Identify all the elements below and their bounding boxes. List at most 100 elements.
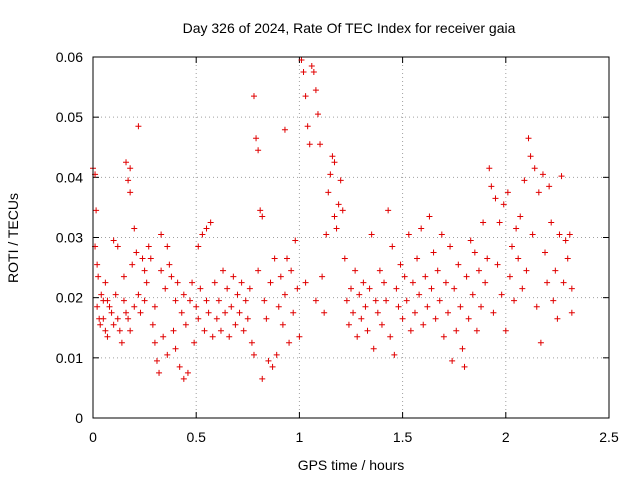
data-point (482, 279, 489, 286)
data-point (362, 303, 369, 310)
data-point (527, 153, 534, 160)
data-point (414, 255, 421, 262)
data-point (550, 297, 557, 304)
y-axis-label: ROTI / TECUs (5, 193, 21, 283)
data-point (548, 219, 555, 226)
data-point (397, 261, 404, 268)
data-point (244, 315, 251, 322)
data-point (310, 69, 317, 76)
data-point (358, 315, 365, 322)
data-point (149, 321, 156, 328)
data-point (238, 279, 245, 286)
data-point (341, 255, 348, 262)
data-point (135, 123, 142, 130)
data-point (153, 357, 160, 364)
data-point (422, 273, 429, 280)
data-point (296, 333, 303, 340)
data-point (438, 231, 445, 238)
data-point (269, 363, 276, 370)
data-point (131, 225, 138, 232)
data-point (133, 249, 140, 256)
data-point (517, 213, 524, 220)
data-point (407, 327, 414, 334)
data-point (187, 297, 194, 304)
data-point (97, 321, 104, 328)
data-point (494, 261, 501, 268)
data-point (141, 297, 148, 304)
data-point (480, 219, 487, 226)
data-point (193, 303, 200, 310)
data-point (203, 225, 210, 232)
data-point (94, 261, 101, 268)
data-point (294, 285, 301, 292)
data-point (504, 189, 511, 196)
data-point (255, 147, 262, 154)
data-point (170, 327, 177, 334)
data-point (488, 183, 495, 190)
data-point (475, 267, 482, 274)
data-point (496, 219, 503, 226)
data-point (469, 291, 476, 298)
data-point (135, 291, 142, 298)
data-point (335, 201, 342, 208)
data-point (203, 297, 210, 304)
data-point (490, 309, 497, 316)
data-point (143, 279, 150, 286)
data-point (172, 345, 179, 352)
data-point (110, 237, 117, 244)
y-tick-label: 0.04 (56, 169, 83, 185)
data-point (539, 171, 546, 178)
data-point (94, 303, 101, 310)
data-point (564, 255, 571, 262)
data-point (566, 231, 573, 238)
data-point (405, 231, 412, 238)
data-point (391, 351, 398, 358)
data-point (409, 279, 416, 286)
data-point (451, 285, 458, 292)
data-point (178, 309, 185, 316)
data-point (281, 291, 288, 298)
data-point (525, 135, 532, 142)
data-point (352, 267, 359, 274)
data-point (430, 249, 437, 256)
y-tick-label: 0.01 (56, 350, 83, 366)
data-point (290, 309, 297, 316)
data-point (440, 333, 447, 340)
data-point (314, 111, 321, 118)
y-tick-labels: 0 0.01 0.02 0.03 0.04 0.05 0.06 (56, 49, 83, 426)
data-point (478, 303, 485, 310)
data-point (323, 231, 330, 238)
data-point (432, 315, 439, 322)
data-point (372, 297, 379, 304)
data-point (100, 315, 107, 322)
x-tick-label: 0.5 (186, 429, 206, 445)
data-point (195, 243, 202, 250)
data-point (286, 339, 293, 346)
data-point (120, 273, 127, 280)
data-point (246, 285, 253, 292)
data-point (395, 303, 402, 310)
data-point (217, 327, 224, 334)
data-point (156, 369, 163, 376)
data-point (486, 165, 493, 172)
data-point (129, 261, 136, 268)
data-point (207, 219, 214, 226)
data-point (147, 255, 154, 262)
data-point (263, 315, 270, 322)
data-point (513, 225, 520, 232)
data-point (123, 309, 130, 316)
data-point (560, 279, 567, 286)
data-point (434, 267, 441, 274)
data-point (455, 261, 462, 268)
data-point (387, 333, 394, 340)
x-tick-label: 2 (502, 429, 510, 445)
data-point (401, 273, 408, 280)
data-point (172, 297, 179, 304)
data-point (168, 273, 175, 280)
data-point (364, 327, 371, 334)
data-point (215, 297, 222, 304)
data-point (463, 273, 470, 280)
data-point (275, 303, 282, 310)
data-point (213, 315, 220, 322)
data-point (403, 297, 410, 304)
